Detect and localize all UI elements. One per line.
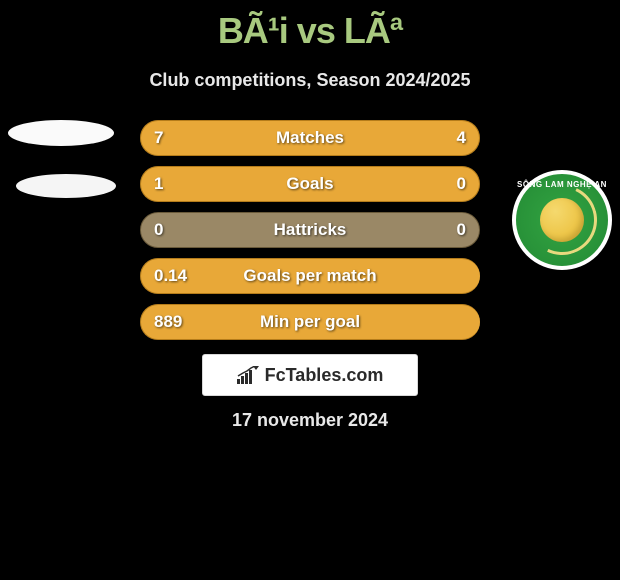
stat-row-goals-per-match: 0.14 Goals per match [140, 258, 480, 294]
team-left-logo-area [8, 120, 116, 198]
ellipse-placeholder-icon [8, 120, 114, 146]
stat-value-right: 0 [457, 166, 466, 202]
badge-ball-icon [540, 198, 584, 242]
stat-label: Matches [140, 120, 480, 156]
brand-attribution[interactable]: FcTables.com [202, 354, 418, 396]
stat-row-goals: 1 Goals 0 [140, 166, 480, 202]
stat-row-matches: 7 Matches 4 [140, 120, 480, 156]
stat-value-right: 4 [457, 120, 466, 156]
brand-text: FcTables.com [265, 365, 384, 386]
team-right-logo-area: SÔNG LAM NGHỆ AN [512, 170, 612, 270]
stat-row-hattricks: 0 Hattricks 0 [140, 212, 480, 248]
badge-text-top: SÔNG LAM NGHỆ AN [517, 180, 607, 189]
date-text: 17 november 2024 [0, 410, 620, 431]
stat-label: Min per goal [140, 304, 480, 340]
stat-label: Goals [140, 166, 480, 202]
stat-label: Goals per match [140, 258, 480, 294]
stat-label: Hattricks [140, 212, 480, 248]
stats-container: 7 Matches 4 1 Goals 0 0 Hattricks 0 0.14… [140, 120, 480, 350]
ellipse-placeholder-icon [16, 174, 116, 198]
page-title: BÃ¹i vs LÃª [0, 0, 620, 52]
subtitle: Club competitions, Season 2024/2025 [0, 70, 620, 91]
stat-row-min-per-goal: 889 Min per goal [140, 304, 480, 340]
club-badge-icon: SÔNG LAM NGHỆ AN [512, 170, 612, 270]
stat-value-right: 0 [457, 212, 466, 248]
chart-growth-icon [237, 366, 259, 384]
